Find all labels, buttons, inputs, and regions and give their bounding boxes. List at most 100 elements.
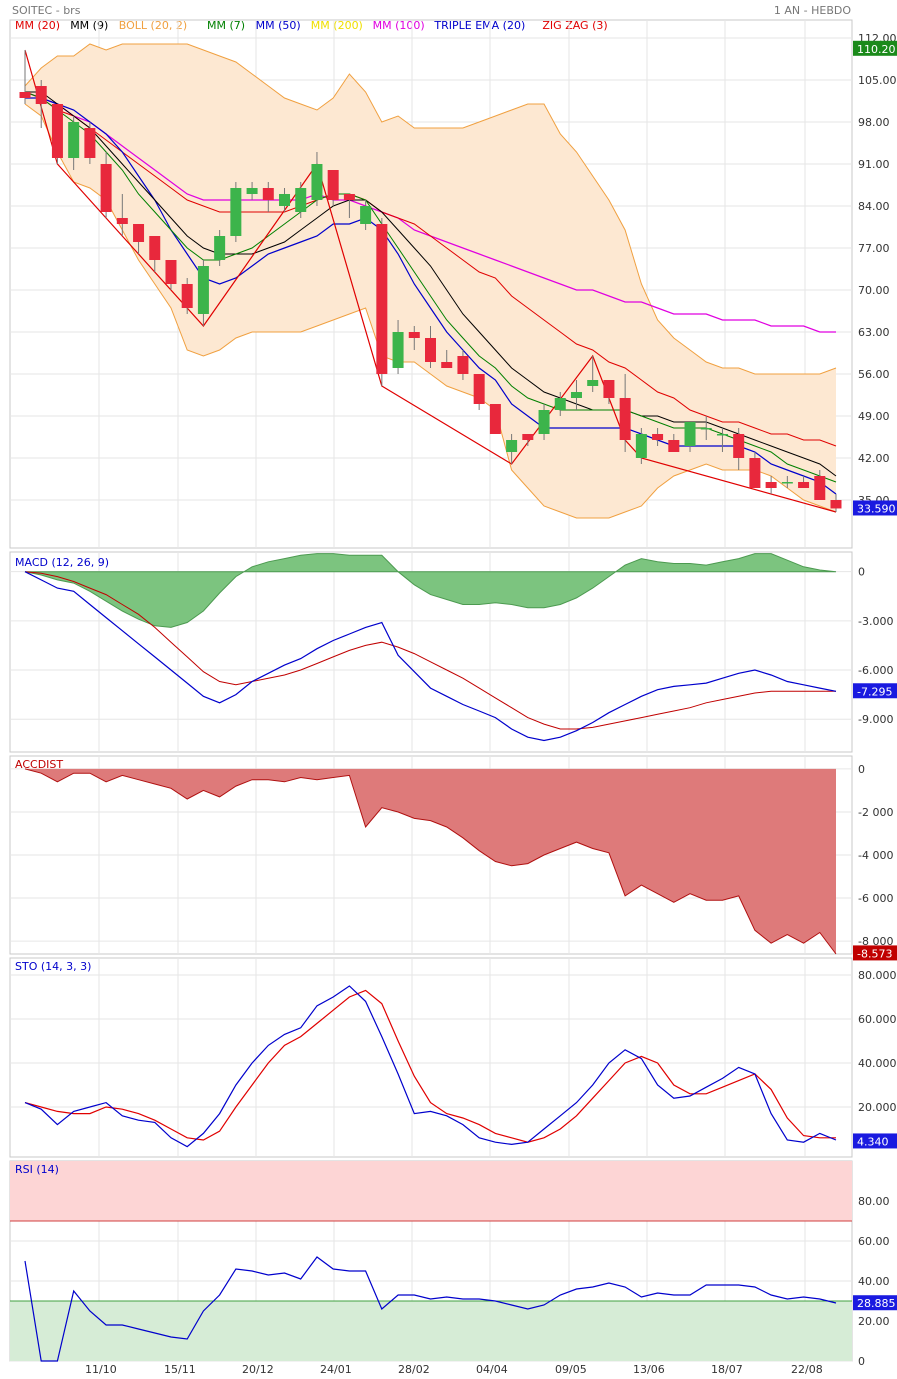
y-tick-label: 63.00 — [858, 326, 890, 339]
x-tick-label: 24/01 — [320, 1363, 352, 1376]
chart-panels: 112.00105.0098.0091.0084.0077.0070.0063.… — [9, 19, 897, 1376]
top-price-tag: 110.20 — [857, 43, 896, 56]
x-tick-label: 11/10 — [85, 1363, 117, 1376]
candle — [165, 260, 177, 284]
y-tick-label: -8 000 — [858, 935, 893, 948]
rsi-last-tag-bg — [853, 1295, 897, 1311]
candle — [652, 434, 664, 440]
legend-item-6: MM (100) — [373, 19, 425, 32]
candle — [360, 206, 372, 224]
x-tick-label: 09/05 — [555, 1363, 587, 1376]
last-price-tag-bg — [853, 500, 897, 516]
candle — [376, 224, 388, 374]
candle — [214, 236, 226, 260]
panel-price: 112.00105.0098.0091.0084.0077.0070.0063.… — [9, 19, 897, 549]
y-tick-label: -2 000 — [858, 806, 893, 819]
candle — [51, 104, 63, 158]
candle — [749, 458, 761, 488]
candle — [181, 284, 193, 308]
candle — [100, 164, 112, 212]
panel-macd: 0 -3.000 -6.000 -9.000 MACD (12, 26, 9) -7.29… — [9, 551, 897, 753]
panel-accdist: 0 -2 000 -4 000 -6 000 -8 000 ACCDIST -8.573 — [9, 755, 897, 961]
legend-item-2: BOLL (20, 2) — [119, 19, 187, 32]
candle — [197, 266, 209, 314]
chart-period: 1 AN - HEBDO — [773, 4, 851, 17]
candle — [506, 440, 518, 452]
candle — [441, 362, 453, 368]
x-tick-label: 13/06 — [633, 1363, 665, 1376]
y-tick-label: 60.00 — [858, 1235, 890, 1248]
mm20-line — [24, 91, 837, 447]
y-tick-label: 20.000 — [858, 1101, 897, 1114]
y-tick-label: 98.00 — [858, 116, 890, 129]
candle — [668, 440, 680, 452]
legend-item-1: MM (9) — [70, 19, 108, 32]
y-tick-label: 0 — [858, 763, 865, 776]
candle — [279, 194, 291, 206]
y-tick-label: 56.00 — [858, 368, 890, 381]
x-axis: 11/10 15/11 20/12 24/01 28/02 04/04 09/05 13/06… — [85, 1363, 823, 1376]
y-tick-label: 80.00 — [858, 1195, 890, 1208]
x-tick-label: 18/07 — [711, 1363, 743, 1376]
legend-item-4: MM (50) — [256, 19, 301, 32]
legend-item-3: MM (7) — [207, 19, 245, 32]
candle — [149, 236, 161, 260]
rsi-oversold-zone — [10, 1301, 852, 1361]
candle — [262, 188, 274, 200]
candle — [716, 434, 728, 436]
candle — [35, 86, 47, 104]
candle — [392, 332, 404, 368]
rsi-line — [24, 1256, 837, 1362]
candle — [570, 392, 582, 398]
macd-histogram-area — [24, 553, 837, 628]
sto-d-line — [24, 989, 836, 1143]
last-price-tag: 33.590 — [857, 502, 896, 515]
panel-frame — [9, 19, 853, 549]
candle — [814, 476, 826, 500]
panel-rsi: 80.00 60.00 40.00 20.00 0 RSI (14) 28.885 — [9, 1160, 897, 1368]
sto-k-line — [24, 985, 837, 1148]
candle — [684, 422, 696, 446]
candle — [19, 92, 31, 98]
y-tick-label: 70.00 — [858, 284, 890, 297]
rsi-overbought-zone — [10, 1161, 852, 1221]
sto-last-tag-bg — [853, 1133, 897, 1149]
candle — [133, 224, 145, 242]
candle — [68, 122, 80, 158]
y-tick-label: 105.00 — [858, 74, 897, 87]
candle — [311, 164, 323, 200]
accdist-last-tag: -8.573 — [857, 947, 892, 960]
candle — [425, 338, 436, 362]
y-tick-label: 49.00 — [858, 410, 890, 423]
candle — [295, 188, 307, 212]
x-tick-label: 15/11 — [164, 1363, 196, 1376]
y-tick-label: 77.00 — [858, 242, 890, 255]
macd-signal-line — [24, 571, 836, 730]
candle — [830, 500, 842, 509]
y-tick-label: 20.00 — [858, 1315, 890, 1328]
y-tick-label: 40.00 — [858, 1275, 890, 1288]
x-tick-label: 28/02 — [398, 1363, 430, 1376]
y-tick-label: 0 — [858, 1355, 865, 1368]
panel-frame — [9, 551, 853, 753]
candle — [619, 398, 631, 440]
zigzag-line — [24, 49, 837, 513]
y-tick-label: 84.00 — [858, 200, 890, 213]
y-tick-label: 80.000 — [858, 969, 897, 982]
bollinger-upper-line — [24, 43, 837, 375]
candle — [587, 380, 599, 386]
candle — [765, 482, 777, 488]
candle — [489, 404, 501, 434]
bollinger-band-area — [25, 44, 836, 518]
y-tick-label: 42.00 — [858, 452, 890, 465]
x-tick-label: 20/12 — [242, 1363, 274, 1376]
bollinger-lower-line — [24, 103, 837, 519]
candle — [473, 374, 485, 404]
accdist-last-tag-bg — [853, 945, 897, 961]
macd-title: MACD (12, 26, 9) — [15, 556, 109, 569]
panel-frame — [9, 957, 853, 1158]
macd-line — [24, 571, 837, 742]
candle — [230, 188, 242, 236]
rsi-title: RSI (14) — [15, 1163, 59, 1176]
